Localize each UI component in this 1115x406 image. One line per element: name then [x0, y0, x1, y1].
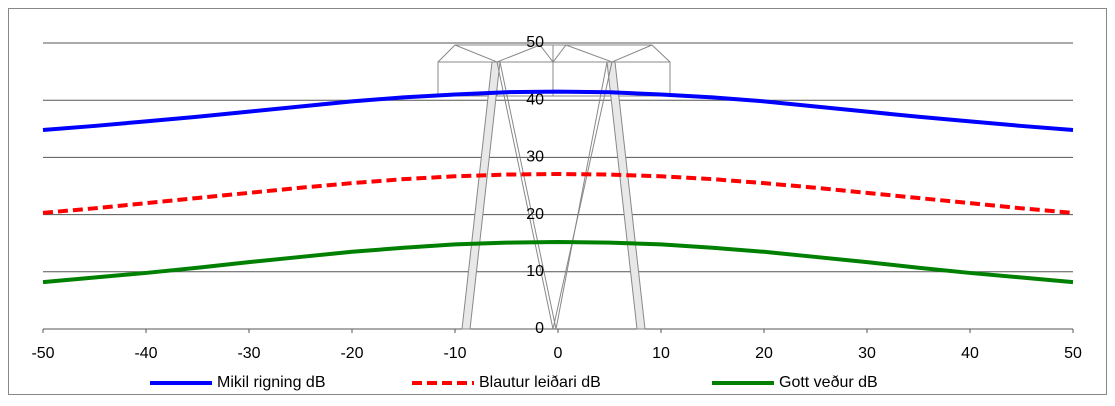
- legend-label: Blautur leiðari dB: [479, 374, 601, 391]
- x-tick-label: -20: [340, 345, 363, 362]
- x-tick-label: -30: [237, 345, 260, 362]
- x-tick-label: 0: [554, 345, 563, 362]
- grid: [43, 42, 1073, 330]
- x-tick-label: 40: [961, 345, 979, 362]
- y-tick-label: 10: [526, 263, 544, 280]
- legend-label: Gott veður dB: [779, 374, 878, 391]
- data-line: [42, 171, 1074, 215]
- plot-area: 0 10 20 30 40 50 -50 -40 -30 -20 -10 0 10 20 30 40 50 Mik…: [31, 34, 1082, 391]
- bridge-drawing: [437, 44, 671, 330]
- x-tick-label: 10: [652, 345, 670, 362]
- y-tick-label: 20: [526, 206, 544, 223]
- x-tick-label: 20: [755, 345, 773, 362]
- x-tick-label: 50: [1064, 345, 1082, 362]
- x-tick-label: 30: [858, 345, 876, 362]
- x-tick-label: -10: [443, 345, 466, 362]
- data-line: [42, 240, 1074, 285]
- x-tick-label: -50: [31, 345, 54, 362]
- y-tick-label: 50: [526, 34, 544, 51]
- legend-label: Mikil rigning dB: [217, 374, 325, 391]
- y-tick-label: 40: [526, 91, 544, 108]
- y-tick-label: 30: [526, 149, 544, 166]
- data-line: [42, 89, 1074, 132]
- y-tick-label: 0: [535, 320, 544, 337]
- x-tick-label: -40: [134, 345, 157, 362]
